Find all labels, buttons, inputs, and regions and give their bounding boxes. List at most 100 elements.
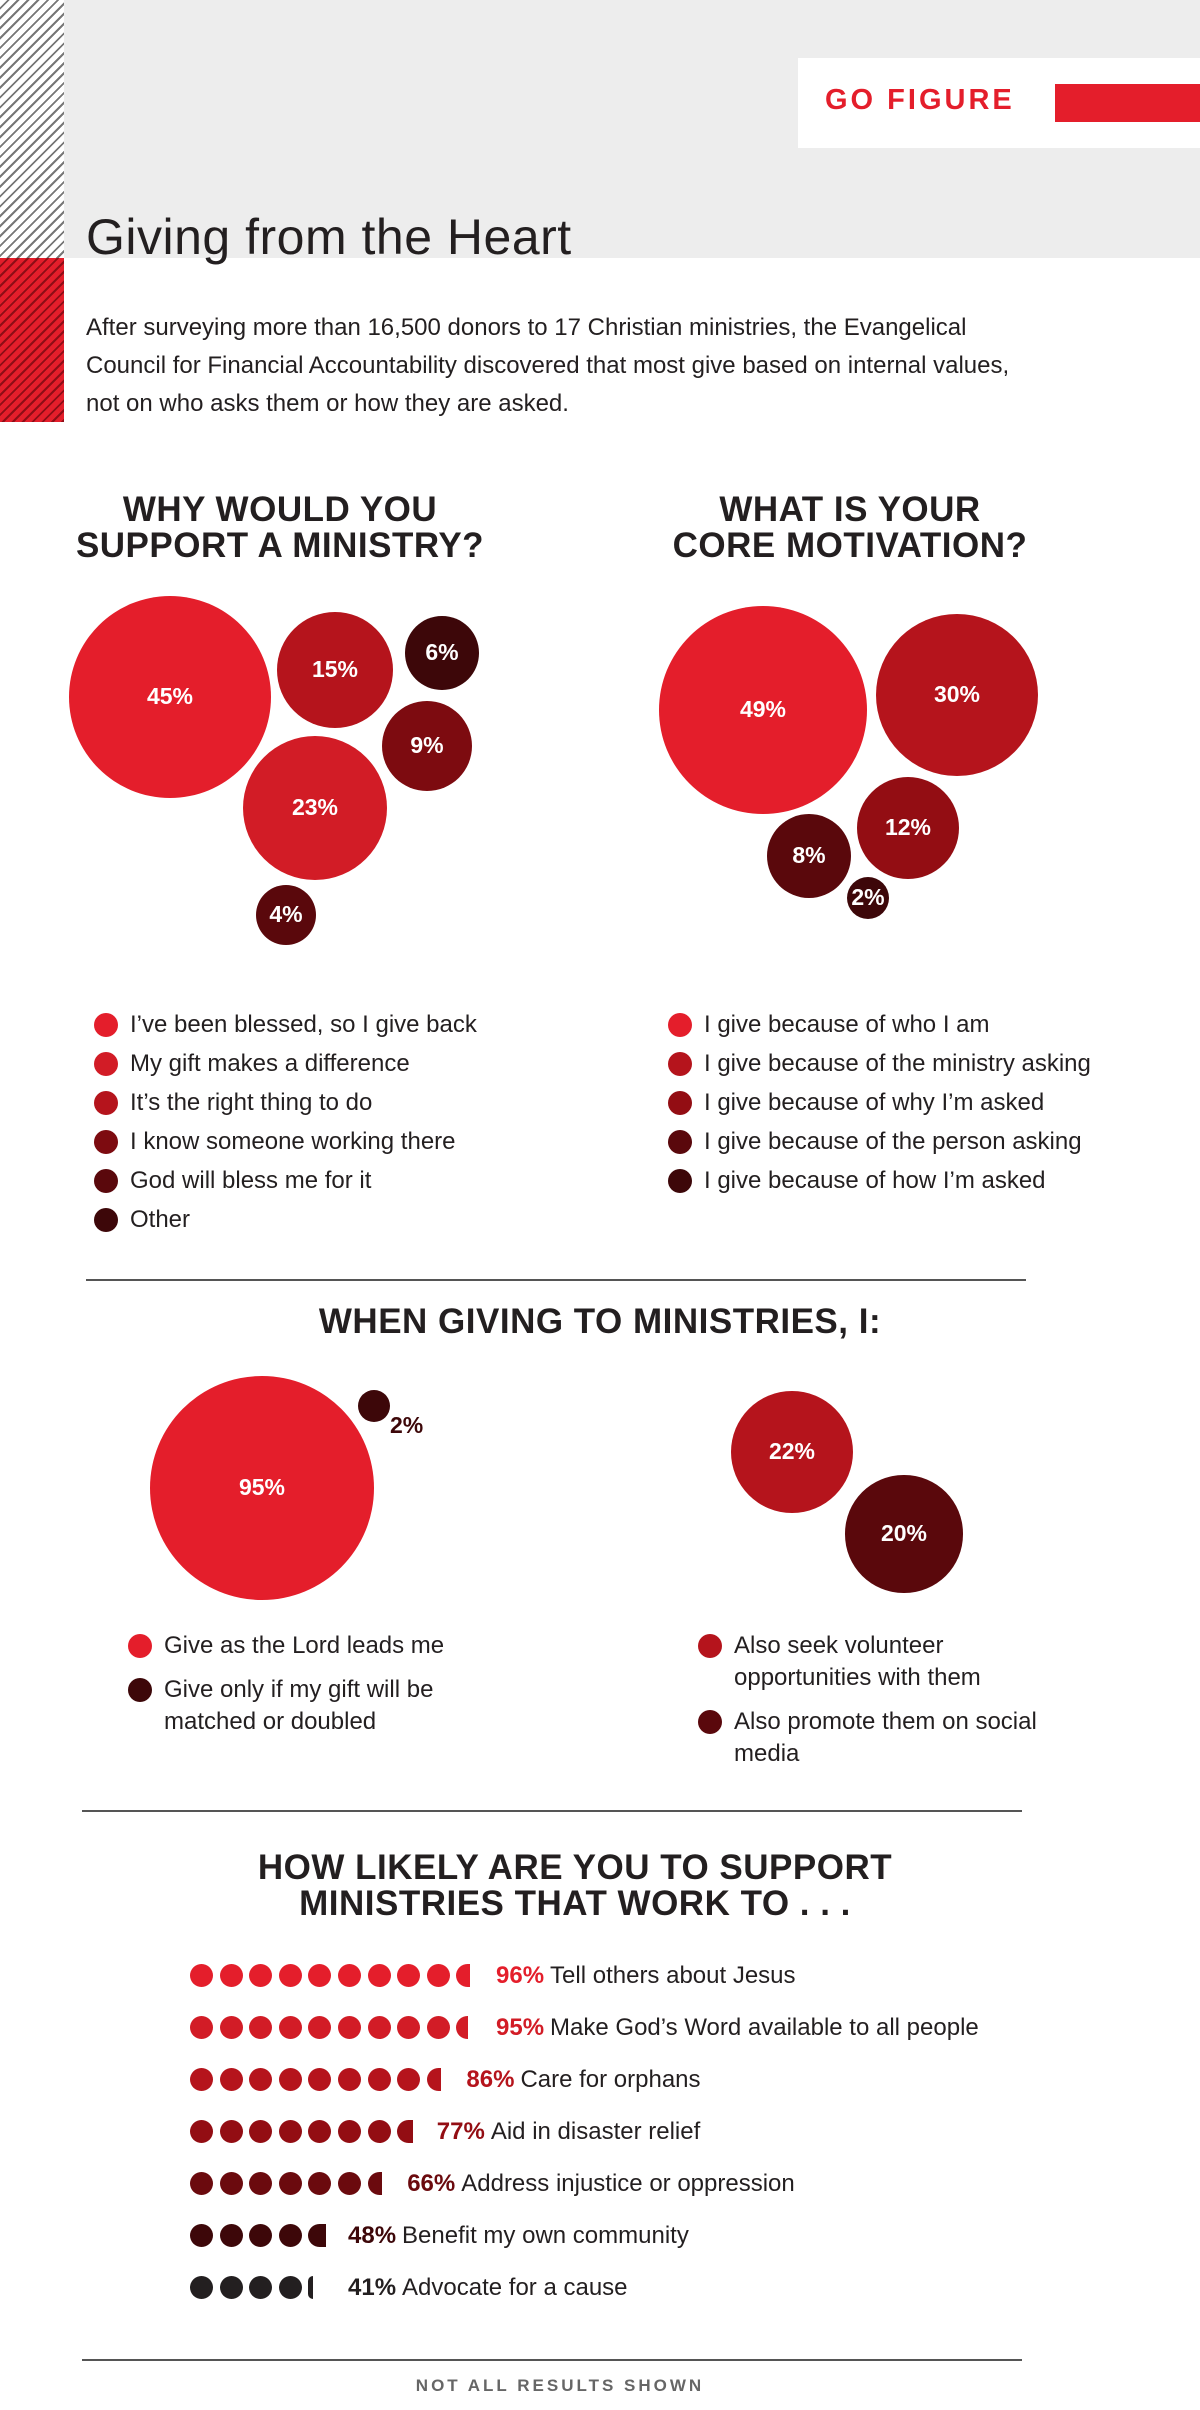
when-right-legend-label: Also seek volunteer opportunities with t…	[734, 1632, 981, 1691]
motivation-legend-item: I give because of the person asking	[668, 1126, 1091, 1165]
core-motivation-title: WHAT IS YOUR CORE MOTIVATION?	[610, 492, 1090, 564]
when-bubble: 20%	[845, 1475, 963, 1593]
why-legend-item: I know someone working there	[94, 1126, 477, 1165]
likely-dot	[397, 2068, 421, 2091]
why-legend-label: It’s the right thing to do	[130, 1089, 373, 1116]
likely-dot	[308, 2120, 332, 2143]
likely-row: 41% Advocate for a cause	[190, 2272, 628, 2304]
likely-dot	[308, 2016, 332, 2039]
likely-dot	[367, 2120, 391, 2143]
why-bubble-label: 23%	[291, 794, 338, 821]
when-bubble-label: 22%	[768, 1438, 815, 1465]
likely-dot	[367, 2068, 391, 2091]
likely-row: 66% Address injustice or oppression	[190, 2168, 795, 2200]
when-right-legend-swatch	[698, 1634, 722, 1658]
when-bubble-small-label: 2%	[390, 1412, 424, 1438]
motivation-bubble: 12%	[856, 776, 960, 880]
likely-dot	[278, 2172, 302, 2195]
likely-dot	[278, 2120, 302, 2143]
when-left-legend-label: Give only if my gift will be matched or …	[164, 1676, 434, 1735]
footer-note: NOT ALL RESULTS SHOWN	[415, 2376, 705, 2395]
likely-dot	[397, 2120, 414, 2143]
likely-percent: 95%	[496, 2014, 545, 2041]
why-support-title-line-2: SUPPORT A MINISTRY?	[75, 526, 485, 565]
likely-dot	[308, 1964, 332, 1987]
motivation-bubble-label: 8%	[792, 842, 826, 869]
motivation-bubble: 49%	[659, 606, 867, 814]
likely-dot	[338, 2068, 361, 2091]
likely-dot	[426, 2068, 441, 2091]
why-legend-item: God will bless me for it	[94, 1165, 477, 1204]
likely-label: Aid in disaster relief	[490, 2118, 701, 2145]
why-legend-item: Other	[94, 1204, 477, 1243]
likely-dot	[397, 1964, 421, 1987]
why-legend-label: I’ve been blessed, so I give back	[130, 1011, 477, 1038]
why-legend-swatch	[94, 1208, 118, 1232]
likely-dot	[308, 2276, 314, 2299]
when-bubble	[357, 1389, 391, 1423]
why-legend-item: I’ve been blessed, so I give back	[94, 1009, 477, 1048]
likely-dots	[190, 2119, 427, 2145]
when-bubble: 95%	[149, 1375, 375, 1601]
when-left-legend-label: Give as the Lord leads me	[164, 1632, 445, 1659]
why-legend-label: Other	[130, 1206, 191, 1233]
why-support-title-line-1: WHY WOULD YOU	[122, 490, 438, 529]
section-divider	[82, 1810, 1022, 1812]
likely-label: Tell others about Jesus	[550, 1962, 796, 1989]
red-hatched-stripe-decoration	[0, 258, 64, 422]
likely-dot	[456, 1964, 471, 1987]
motivation-legend-item: I give because of the ministry asking	[668, 1048, 1091, 1087]
motivation-bubble-label: 49%	[739, 696, 787, 723]
likely-dot	[190, 2120, 213, 2143]
likely-dot	[426, 2016, 450, 2039]
why-bubble-label: 6%	[425, 639, 459, 666]
when-giving-left-legend: Give as the Lord leads me Give only if my…	[128, 1630, 508, 1750]
likely-dot	[219, 2172, 243, 2195]
motivation-legend-label: I give because of who I am	[704, 1011, 990, 1038]
when-left-legend-item: Give only if my gift will be matched or …	[128, 1674, 508, 1738]
motivation-legend-swatch	[668, 1052, 692, 1076]
why-legend-swatch	[94, 1091, 118, 1115]
intro-paragraph: After surveying more than 16,500 donors …	[86, 314, 1010, 417]
likely-row: 96% Tell others about Jesus	[190, 1960, 796, 1992]
motivation-legend-item: I give because of how I’m asked	[668, 1165, 1091, 1204]
why-legend-swatch	[94, 1052, 118, 1076]
likely-dot	[190, 2172, 213, 2195]
motivation-legend-label: I give because of the ministry asking	[704, 1050, 1091, 1077]
when-bubble-label: 95%	[238, 1474, 286, 1501]
why-legend-swatch	[94, 1169, 118, 1193]
likely-dot	[278, 2224, 302, 2247]
likely-dot	[278, 2276, 302, 2299]
likely-percent: 41%	[348, 2274, 397, 2301]
likely-percent: 77%	[436, 2118, 485, 2145]
likely-dot	[219, 2120, 243, 2143]
motivation-legend-label: I give because of the person asking	[704, 1128, 1082, 1155]
likely-percent: 48%	[348, 2222, 397, 2249]
likely-dot	[338, 1964, 361, 1987]
likely-dot	[367, 2016, 391, 2039]
how-likely-title: HOW LIKELY ARE YOU TO SUPPORT MINISTRIES…	[150, 1850, 1000, 1922]
likely-row: 77% Aid in disaster relief	[190, 2116, 700, 2148]
likely-dot	[426, 1964, 450, 1987]
page-title: Giving from the Heart	[86, 209, 572, 265]
motivation-legend-swatch	[668, 1091, 692, 1115]
likely-dot	[249, 2276, 273, 2299]
why-bubble: 45%	[69, 596, 271, 798]
likely-dot	[219, 2276, 243, 2299]
motivation-bubble: 8%	[766, 813, 851, 898]
core-motivation-legend: I give because of who I am I give because…	[668, 1009, 1091, 1204]
how-likely-title-line-1: HOW LIKELY ARE YOU TO SUPPORT	[257, 1848, 893, 1887]
why-support-title: WHY WOULD YOU SUPPORT A MINISTRY?	[40, 492, 520, 564]
why-bubble: 23%	[242, 735, 388, 881]
likely-dots	[190, 2223, 338, 2249]
when-left-legend-swatch	[128, 1634, 152, 1658]
when-right-legend-swatch	[698, 1710, 722, 1734]
motivation-bubble-label: 2%	[851, 884, 885, 911]
why-bubble-label: 45%	[146, 683, 193, 710]
why-legend-swatch	[94, 1013, 118, 1037]
likely-dot	[249, 2016, 273, 2039]
motivation-legend-item: I give because of who I am	[668, 1009, 1091, 1048]
why-bubble: 15%	[276, 611, 394, 729]
likely-dot	[190, 1964, 213, 1987]
likely-dot	[308, 2224, 327, 2247]
